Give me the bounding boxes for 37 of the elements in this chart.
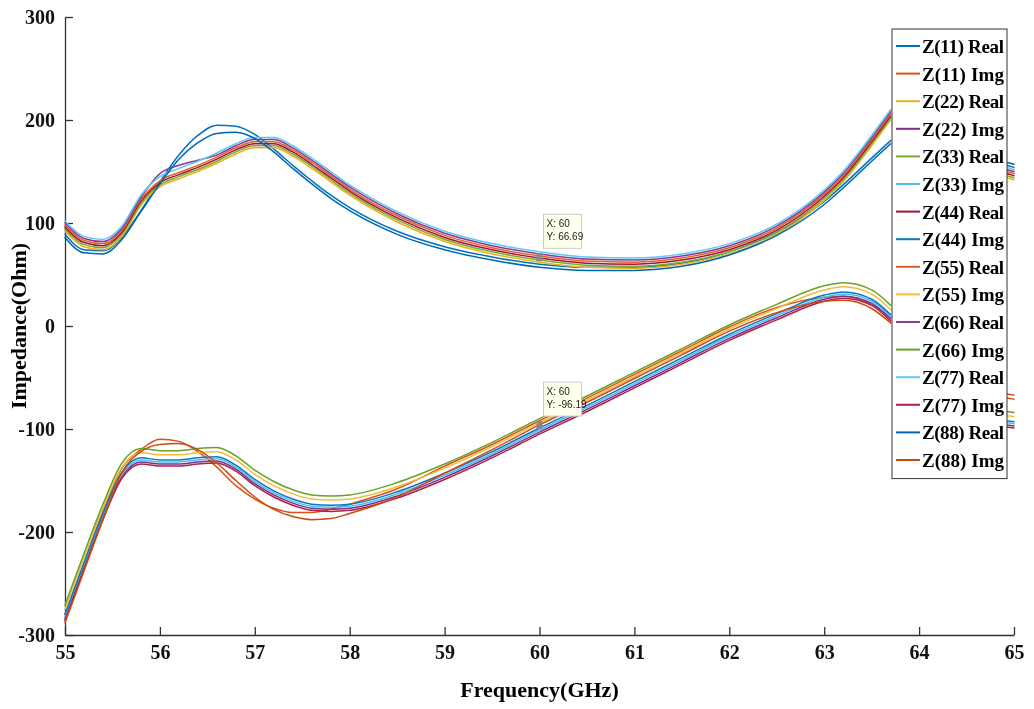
x-tick-label: 61 [624, 641, 645, 664]
annotation: X: 60 Y: 66.69 [546, 218, 584, 243]
x-tick-label: 60 [530, 641, 550, 664]
x-tick-label: 55 [55, 641, 76, 664]
y-tick-label: -300 [18, 623, 55, 646]
x-tick-label: 62 [719, 641, 740, 664]
x-tick-label: 58 [340, 641, 361, 664]
legend-label: Z(33) Real [922, 146, 1004, 169]
legend-label: Z(22) Img [922, 118, 1005, 141]
legend-label: Z(55) Img [922, 284, 1005, 307]
y-tick-label: 200 [25, 108, 55, 131]
y-tick-label: 0 [45, 314, 55, 337]
legend-label: Z(55) Real [922, 256, 1004, 279]
x-tick-label: 63 [814, 641, 835, 664]
legend-label: Z(22) Real [922, 91, 1004, 114]
legend-label: Z(88) Real [922, 422, 1004, 445]
y-axis-title: Impedance(Ohm) [6, 242, 31, 410]
legend-label: Z(33) Img [922, 174, 1005, 196]
legend-label: Z(11) Img [922, 63, 1005, 86]
x-tick-label: 57 [245, 641, 266, 664]
legend-label: Z(66) Img [922, 339, 1005, 362]
legend-label: Z(77) Img [922, 394, 1005, 417]
legend-label: Z(66) Real [922, 312, 1004, 334]
y-tick-label: -200 [18, 520, 55, 543]
y-tick-label: 100 [25, 211, 55, 234]
y-tick-label: -100 [18, 417, 55, 440]
x-tick-label: 65 [1004, 641, 1025, 664]
legend-label: Z(44) Real [922, 201, 1004, 224]
y-tick-label: 300 [25, 5, 55, 28]
legend-label: Z(88) Img [922, 450, 1005, 472]
legend-label: Z(77) Real [922, 367, 1004, 390]
x-tick-label: 56 [150, 641, 171, 664]
x-axis-title: Frequency(GHz) [460, 677, 619, 702]
legend-label: Z(44) Img [922, 229, 1005, 252]
legend-label: Z(11) Real [922, 36, 1004, 58]
x-tick-label: 64 [909, 641, 930, 664]
x-tick-label: 59 [435, 641, 456, 664]
